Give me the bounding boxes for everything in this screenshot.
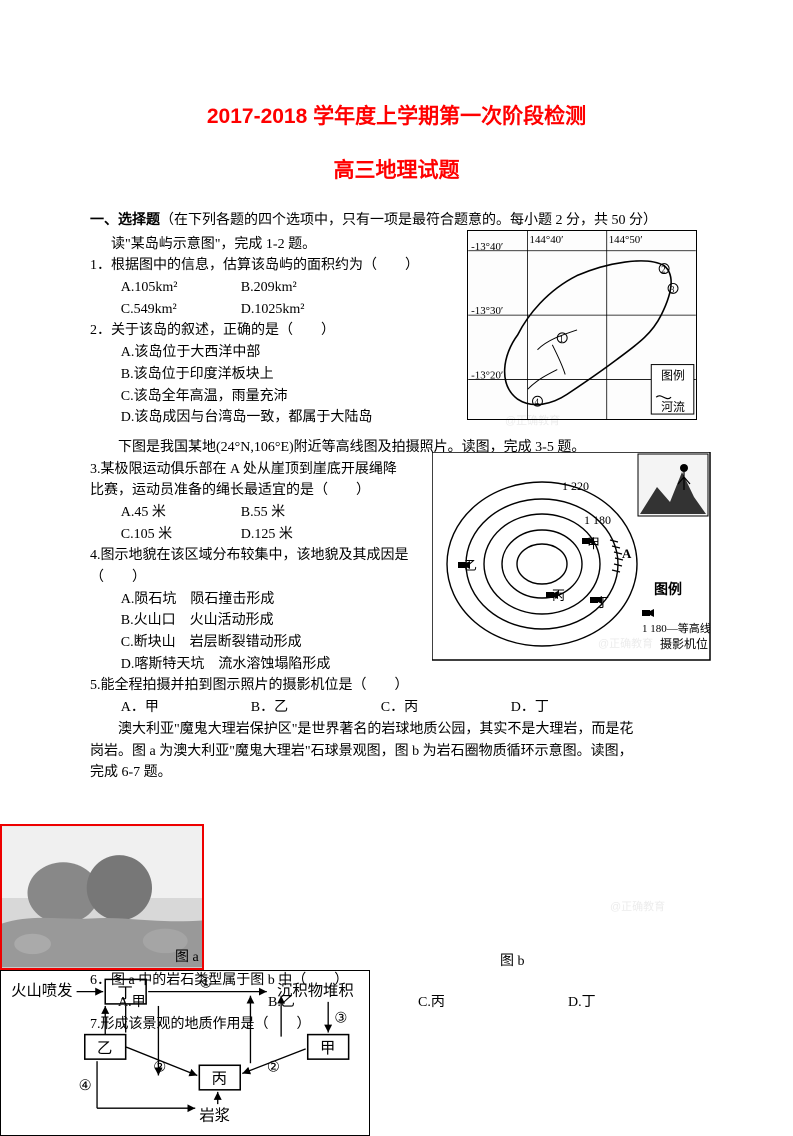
q1-options-row2: C.549km²D.1025km²	[90, 299, 420, 321]
photo-a-svg	[2, 826, 202, 968]
svg-text:1 180: 1 180	[584, 513, 611, 527]
q3-opt-c: C.105 米	[121, 524, 241, 546]
q3-options-row2: C.105 米D.125 米	[90, 524, 420, 546]
svg-text:2: 2	[661, 265, 665, 275]
svg-text:3: 3	[670, 284, 675, 294]
watermark-1: @正确教育	[505, 412, 560, 428]
q1-opt-c: C.549km²	[121, 299, 241, 321]
svg-text:图例: 图例	[654, 581, 682, 598]
svg-text:河流: 河流	[661, 400, 685, 414]
q6-opt-d: D.丁	[568, 992, 596, 1014]
q3-opt-a: A.45 米	[121, 502, 241, 524]
svg-text:图例: 图例	[661, 368, 685, 382]
figure-contour-map: 1 220 1 180 A 甲 乙 丙 丁 图例 1 180—等高线 摄影机位	[432, 452, 712, 662]
section-1-header: 一、选择题（在下列各题的四个选项中，只有一项是最符合题意的。每小题 2 分，共 …	[90, 210, 703, 232]
svg-text:144°40′: 144°40′	[530, 234, 564, 246]
q5-stem: 5.能全程拍摄并拍到图示照片的摄影机位是（ ）	[90, 675, 703, 697]
svg-text:1 180—等高线: 1 180—等高线	[642, 621, 711, 635]
svg-text:-13°30′: -13°30′	[471, 305, 503, 317]
svg-text:-13°40′: -13°40′	[471, 241, 503, 253]
svg-text:4: 4	[535, 397, 540, 407]
q5-options: A．甲B．乙C．丙D．丁	[90, 697, 703, 719]
intro-6-7-l1: 澳大利亚"魔鬼大理岩保护区"是世界著名的岩球地质公园，其实不是大理岩，而是花	[90, 719, 703, 741]
q1-opt-b: B.209km²	[241, 277, 297, 299]
q4-opt-c: C.断块山 岩层断裂错动形成	[90, 632, 420, 654]
svg-text:④: ④	[79, 1078, 92, 1094]
q6-options: A.甲B.乙C.丙D.丁	[118, 992, 718, 1014]
svg-text:A: A	[622, 546, 632, 561]
q4-opt-b: B.火山口 火山活动形成	[90, 610, 420, 632]
svg-text:摄影机位: 摄影机位	[660, 636, 708, 651]
svg-text:甲: 甲	[320, 1040, 335, 1057]
q1-opt-a: A.105km²	[121, 277, 241, 299]
q6-opt-a: A.甲	[118, 992, 268, 1014]
svg-text:1 220: 1 220	[562, 479, 589, 493]
q5-opt-a: A．甲	[121, 697, 251, 719]
q4-stem-l2: （ ）	[90, 567, 420, 589]
island-map-svg: 144°40′ 144°50′ -13°40′ -13°30′ -13°20′ …	[468, 231, 696, 419]
q1-options-row1: A.105km²B.209km²	[90, 277, 420, 299]
contour-svg: 1 220 1 180 A 甲 乙 丙 丁 图例 1 180—等高线 摄影机位	[432, 452, 712, 662]
q2-opt-d: D.该岛成因与台湾岛一致，都属于大陆岛	[90, 407, 420, 429]
q5-opt-c: C．丙	[381, 697, 511, 719]
figure-b-caption: 图 b	[500, 950, 525, 970]
q5-opt-d: D．丁	[511, 697, 641, 719]
q3-stem-l1: 3.某极限运动俱乐部在 A 处从崖顶到崖底开展绳降	[90, 459, 420, 481]
watermark-2: @正确教育	[598, 635, 653, 651]
q2-opt-b: B.该岛位于印度洋板块上	[90, 364, 420, 386]
q1-stem: 1．根据图中的信息，估算该岛屿的面积约为（ ）	[90, 255, 420, 277]
figure-a-caption: 图 a	[175, 946, 199, 966]
q6-stem: 6．图 a 中的岩石类型属于图 b 中（ ）	[90, 970, 348, 992]
q4-stem-l1: 4.图示地貌在该区域分布较集中，该地貌及其成因是	[90, 545, 420, 567]
intro-6-7-l2: 岗岩。图 a 为澳大利亚"魔鬼大理岩"石球景观图，图 b 为岩石圈物质循环示意图…	[90, 741, 703, 763]
svg-text:②: ②	[153, 1059, 166, 1075]
q3-opt-d: D.125 米	[241, 524, 293, 546]
svg-text:-13°20′: -13°20′	[471, 369, 503, 381]
svg-text:火山喷发: 火山喷发	[11, 983, 72, 1000]
figure-a-photo	[0, 824, 204, 970]
q5-opt-b: B．乙	[251, 697, 381, 719]
q2-opt-c: C.该岛全年高温，雨量充沛	[90, 386, 420, 408]
svg-text:②: ②	[267, 1059, 280, 1075]
svg-text:丙: 丙	[212, 1071, 227, 1088]
watermark-3: @正确教育	[610, 898, 665, 914]
q4-opt-d: D.喀斯特天坑 流水溶蚀塌陷形成	[90, 654, 420, 676]
exam-title-line2: 高三地理试题	[90, 154, 703, 184]
svg-text:1: 1	[559, 334, 563, 344]
q3-stem-l2: 比赛，运动员准备的绳长最适宜的是（ ）	[90, 480, 420, 502]
exam-title-line1: 2017-2018 学年度上学期第一次阶段检测	[90, 100, 703, 130]
section-label: 一、选择题	[90, 213, 160, 228]
q1-opt-d: D.1025km²	[241, 299, 305, 321]
section-desc: （在下列各题的四个选项中，只有一项是最符合题意的。每小题 2 分，共 50 分）	[160, 213, 657, 228]
figure-island-map: 144°40′ 144°50′ -13°40′ -13°30′ -13°20′ …	[467, 230, 697, 420]
svg-text:乙: 乙	[97, 1040, 112, 1057]
q6-opt-c: C.丙	[418, 992, 568, 1014]
q2-stem: 2．关于该岛的叙述，正确的是（ ）	[90, 320, 420, 342]
q3-opt-b: B.55 米	[241, 502, 285, 524]
intro-6-7-l3: 完成 6-7 题。	[90, 762, 703, 784]
q4-opt-a: A.陨石坑 陨石撞击形成	[90, 589, 420, 611]
q7-stem: 7.形成该景观的地质作用是（ ）	[90, 1014, 311, 1036]
q6-opt-b: B.乙	[268, 992, 418, 1014]
q2-opt-a: A.该岛位于大西洋中部	[90, 342, 420, 364]
q3-options-row1: A.45 米B.55 米	[90, 502, 420, 524]
svg-text:144°50′: 144°50′	[609, 234, 643, 246]
